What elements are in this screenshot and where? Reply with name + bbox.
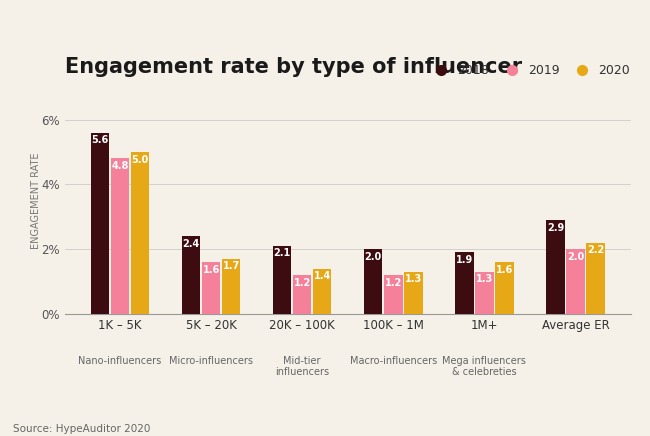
Bar [91, 133, 109, 314]
Text: Source: HypeAuditor 2020: Source: HypeAuditor 2020 [13, 424, 150, 434]
Bar [293, 275, 311, 314]
Bar [546, 220, 565, 314]
Bar [475, 272, 493, 314]
Text: 2.0: 2.0 [365, 252, 382, 262]
Text: 2.0: 2.0 [567, 252, 584, 262]
Text: 1.9: 1.9 [456, 255, 473, 265]
Bar [455, 252, 474, 314]
Bar [222, 259, 240, 314]
Text: 1.6: 1.6 [202, 265, 220, 275]
Text: 1.2: 1.2 [385, 278, 402, 288]
Bar [111, 158, 129, 314]
Text: Macro-influencers: Macro-influencers [350, 356, 437, 366]
Bar [384, 275, 402, 314]
Bar [313, 269, 332, 314]
Text: 4.8: 4.8 [111, 161, 129, 171]
Bar [273, 246, 291, 314]
Text: Mid-tier
influencers: Mid-tier influencers [275, 356, 330, 377]
Text: 1.2: 1.2 [294, 278, 311, 288]
Bar [404, 272, 422, 314]
Bar [586, 243, 605, 314]
Bar [495, 262, 514, 314]
Y-axis label: ENGAGEMENT RATE: ENGAGEMENT RATE [31, 152, 41, 249]
Text: 1.3: 1.3 [405, 274, 422, 284]
Text: Engagement rate by type of influencer: Engagement rate by type of influencer [65, 57, 522, 77]
Text: 1.4: 1.4 [313, 271, 331, 281]
Bar [182, 236, 200, 314]
Text: 1.3: 1.3 [476, 274, 493, 284]
Text: 2.9: 2.9 [547, 223, 564, 232]
Legend: 2018, 2019, 2020: 2018, 2019, 2020 [428, 64, 630, 77]
Text: 5.0: 5.0 [131, 155, 149, 164]
Text: 1.7: 1.7 [222, 262, 240, 272]
Text: 5.6: 5.6 [91, 135, 109, 145]
Bar [202, 262, 220, 314]
Bar [566, 249, 585, 314]
Text: Micro-influencers: Micro-influencers [169, 356, 253, 366]
Text: Nano-influencers: Nano-influencers [79, 356, 162, 366]
Text: 2.2: 2.2 [587, 245, 605, 255]
Text: 2.4: 2.4 [183, 239, 200, 249]
Bar [364, 249, 382, 314]
Text: 2.1: 2.1 [274, 249, 291, 259]
Bar [131, 152, 150, 314]
Text: Mega influencers
& celebreties: Mega influencers & celebreties [443, 356, 526, 377]
Text: 1.6: 1.6 [496, 265, 513, 275]
